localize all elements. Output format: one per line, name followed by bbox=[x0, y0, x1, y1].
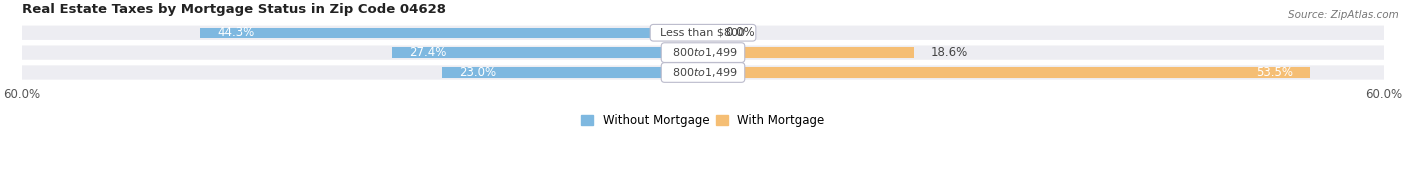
Text: 0.0%: 0.0% bbox=[725, 26, 755, 39]
FancyBboxPatch shape bbox=[11, 45, 1395, 60]
Text: 18.6%: 18.6% bbox=[931, 46, 969, 59]
FancyBboxPatch shape bbox=[11, 65, 1395, 80]
Bar bbox=[392, 47, 703, 58]
Text: 44.3%: 44.3% bbox=[218, 26, 254, 39]
Bar bbox=[441, 67, 703, 78]
Bar bbox=[200, 27, 703, 38]
Text: Source: ZipAtlas.com: Source: ZipAtlas.com bbox=[1288, 10, 1399, 20]
Bar bbox=[703, 67, 1310, 78]
Text: $800 to $1,499: $800 to $1,499 bbox=[665, 46, 741, 59]
Text: $800 to $1,499: $800 to $1,499 bbox=[665, 66, 741, 79]
FancyBboxPatch shape bbox=[11, 26, 1395, 40]
Text: 53.5%: 53.5% bbox=[1256, 66, 1294, 79]
Text: 27.4%: 27.4% bbox=[409, 46, 447, 59]
Legend: Without Mortgage, With Mortgage: Without Mortgage, With Mortgage bbox=[581, 114, 825, 127]
Bar bbox=[703, 47, 914, 58]
Text: 23.0%: 23.0% bbox=[458, 66, 496, 79]
Text: Less than $800: Less than $800 bbox=[654, 28, 752, 38]
Text: Real Estate Taxes by Mortgage Status in Zip Code 04628: Real Estate Taxes by Mortgage Status in … bbox=[22, 4, 446, 16]
